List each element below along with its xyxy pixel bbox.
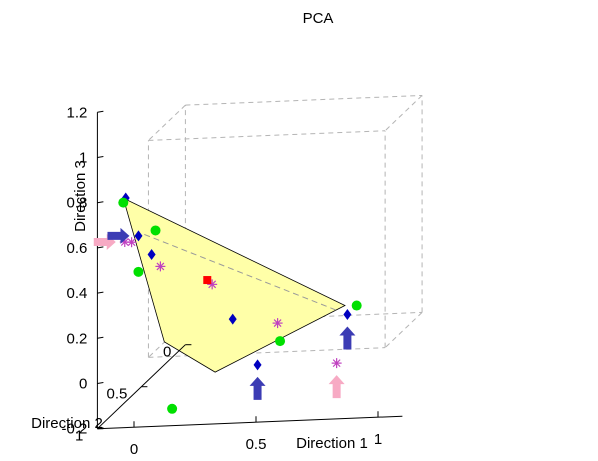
pca-plane bbox=[122, 197, 346, 373]
x-tick-label: 0.5 bbox=[246, 436, 267, 453]
z-tick bbox=[97, 291, 104, 294]
arrow-up bbox=[339, 326, 356, 350]
diamond-point bbox=[228, 313, 237, 325]
arrows bbox=[93, 227, 356, 400]
diamond-point bbox=[134, 230, 143, 242]
y-axis-label: Direction 2 bbox=[31, 415, 103, 432]
arrow-right bbox=[107, 227, 130, 244]
circle-point bbox=[351, 300, 362, 311]
star-stroke bbox=[273, 319, 282, 328]
star-point bbox=[126, 237, 137, 248]
star-stroke bbox=[332, 359, 341, 368]
y-tick-label: 0 bbox=[163, 344, 171, 361]
x-tick-label: 1 bbox=[374, 431, 382, 448]
z-tick-label: 1.2 bbox=[67, 104, 88, 121]
circle-point bbox=[118, 197, 129, 208]
z-tick-label: 1 bbox=[79, 150, 87, 167]
star-stroke bbox=[127, 238, 136, 247]
box-edge bbox=[384, 312, 423, 349]
y-tick-label: 0.5 bbox=[107, 386, 128, 403]
star-stroke bbox=[120, 238, 129, 246]
diamond-point bbox=[343, 308, 352, 320]
star-stroke bbox=[208, 280, 217, 289]
circle-point bbox=[275, 336, 286, 347]
z-axis-label: Direction 3 bbox=[72, 160, 89, 232]
z-tick-label: -0.2 bbox=[62, 421, 88, 438]
box-edge bbox=[148, 104, 186, 141]
circle-point bbox=[167, 403, 178, 414]
arrow-up bbox=[328, 375, 345, 399]
box-edge bbox=[185, 94, 423, 106]
z-tick bbox=[97, 201, 104, 204]
star-stroke bbox=[156, 262, 165, 271]
diamond-point bbox=[147, 248, 156, 260]
chart-title: PCA bbox=[303, 10, 334, 27]
star-point bbox=[155, 261, 166, 272]
z-tick-label: 0.4 bbox=[67, 285, 88, 302]
z-tick bbox=[97, 382, 104, 384]
center-point bbox=[203, 276, 212, 285]
box-edge bbox=[148, 130, 386, 141]
arrow-up bbox=[249, 376, 266, 400]
star-point bbox=[272, 318, 283, 329]
circle-point bbox=[150, 225, 161, 236]
z-tick-label: 0 bbox=[79, 376, 87, 393]
y-tick-label: 1 bbox=[75, 428, 83, 445]
box-edge bbox=[384, 95, 423, 132]
diamond-point bbox=[253, 359, 262, 371]
x-axis-line bbox=[97, 415, 403, 430]
principal-direction-line bbox=[144, 233, 336, 311]
star-point bbox=[331, 358, 342, 369]
circle-point bbox=[133, 266, 144, 277]
z-tick bbox=[97, 246, 104, 249]
z-tick bbox=[97, 110, 104, 113]
star-point bbox=[207, 279, 218, 290]
z-tick-label: 0.2 bbox=[67, 330, 88, 347]
x-axis-label: Direction 1 bbox=[296, 435, 368, 452]
z-tick bbox=[97, 336, 104, 339]
z-tick-label: 0.6 bbox=[67, 240, 88, 257]
z-tick-label: 0.8 bbox=[67, 195, 88, 212]
x-tick-label: 0 bbox=[130, 441, 138, 456]
surface-layer bbox=[122, 197, 346, 373]
axes: -0.2 0 0.2 0.4 0.6 0.8 1 1.2 0 0.5 1 0 0.5 1 bbox=[62, 104, 403, 458]
z-tick bbox=[97, 156, 104, 158]
